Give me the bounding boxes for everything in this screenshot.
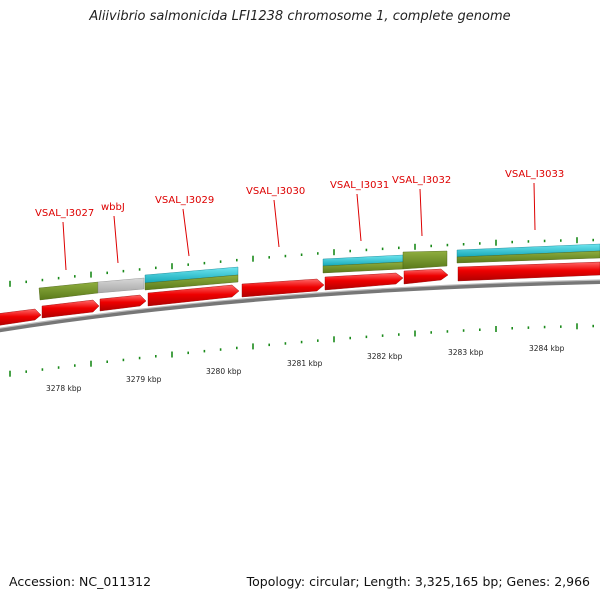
gene-label: VSAL_I3029 bbox=[155, 195, 214, 206]
gene-label: wbbJ bbox=[101, 202, 125, 213]
label-leaders bbox=[62, 182, 536, 271]
gene-bar bbox=[402, 250, 448, 270]
cds-track bbox=[0, 261, 600, 326]
cds-arrow bbox=[147, 284, 240, 307]
gene-bar bbox=[456, 243, 600, 258]
gene-labels: VSAL_I3027 wbbJ VSAL_I3029 VSAL_I3030 VS… bbox=[35, 169, 564, 219]
scale-label: 3278 kbp bbox=[46, 384, 82, 393]
genome-stats-text: Topology: circular; Length: 3,325,165 bp… bbox=[246, 574, 590, 589]
gene-bar bbox=[38, 281, 99, 301]
cds-arrow bbox=[457, 261, 600, 282]
cds-arrow bbox=[0, 308, 42, 326]
gene-track bbox=[38, 243, 600, 301]
chromosome-backbone bbox=[0, 280, 600, 333]
map-title: Aliivibrio salmonicida LFI1238 chromosom… bbox=[89, 9, 511, 24]
gene-label: VSAL_I3031 bbox=[330, 180, 389, 191]
scale-label: 3284 kbp bbox=[529, 344, 565, 353]
cds-arrow bbox=[241, 278, 325, 298]
inner-tick-ring bbox=[9, 323, 595, 377]
cds-arrow bbox=[403, 268, 449, 285]
scale-label: 3279 kbp bbox=[126, 375, 162, 384]
gene-label: VSAL_I3030 bbox=[246, 186, 305, 197]
scale-labels: 3278 kbp 3279 kbp 3280 kbp 3281 kbp 3282… bbox=[46, 344, 565, 393]
cds-arrow bbox=[41, 299, 100, 319]
accession-text: Accession: NC_011312 bbox=[9, 574, 152, 589]
gene-bar bbox=[456, 250, 600, 264]
gene-label: VSAL_I3027 bbox=[35, 208, 94, 219]
gene-bar bbox=[144, 274, 239, 291]
scale-label: 3280 kbp bbox=[206, 367, 242, 376]
gene-label: VSAL_I3032 bbox=[392, 175, 451, 186]
cds-arrow bbox=[324, 272, 404, 291]
gene-bar bbox=[97, 277, 145, 294]
scale-label: 3283 kbp bbox=[448, 348, 484, 357]
cds-arrow bbox=[99, 294, 147, 312]
gene-label: VSAL_I3033 bbox=[505, 169, 564, 180]
outer-tick-ring bbox=[9, 237, 595, 287]
scale-label: 3281 kbp bbox=[287, 359, 323, 368]
scale-label: 3282 kbp bbox=[367, 352, 403, 361]
